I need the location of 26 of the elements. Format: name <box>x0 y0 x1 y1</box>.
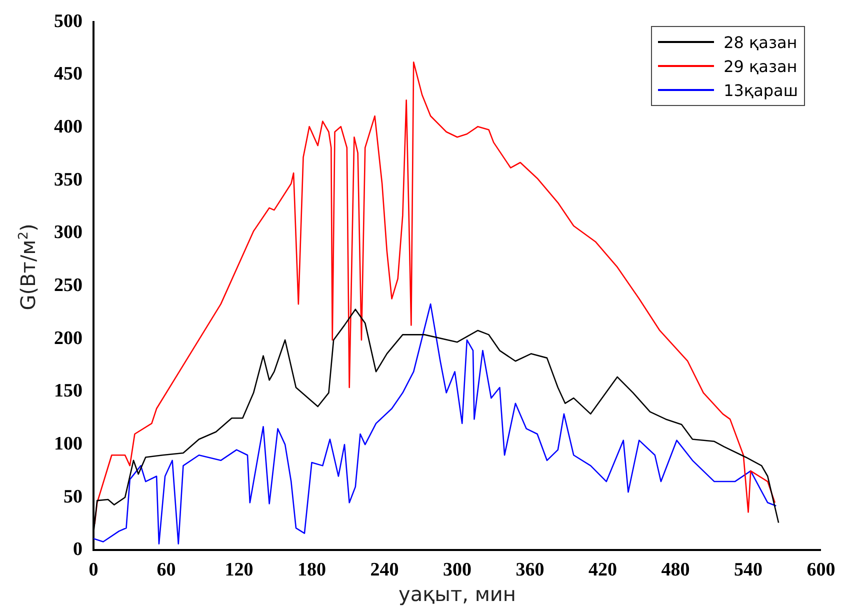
y-tick-label: 150 <box>54 380 82 402</box>
x-axis-title: уақыт, мин <box>398 582 516 606</box>
x-tick-label: 600 <box>806 560 836 581</box>
x-tick-label: 360 <box>516 560 544 581</box>
x-tick-label: 300 <box>443 560 472 581</box>
legend-label: 28 қазан <box>724 32 798 52</box>
x-tick-label: 120 <box>224 560 254 581</box>
x-tick-label: 480 <box>661 560 690 581</box>
x-tick-label: 180 <box>298 560 326 581</box>
y-tick-label: 250 <box>54 275 82 296</box>
y-tick-label: 500 <box>54 10 82 32</box>
y-tick-label: 400 <box>54 116 82 138</box>
y-tick-label: 450 <box>54 64 82 85</box>
y-tick-label: 100 <box>54 433 82 454</box>
x-tick-label: 0 <box>88 560 98 581</box>
y-tick-label: 300 <box>54 222 82 244</box>
legend-label: 13қараш <box>724 80 798 100</box>
x-tick-label: 60 <box>156 560 176 581</box>
y-tick-label: 200 <box>54 328 82 349</box>
legend-label: 29 қазан <box>724 56 798 76</box>
y-tick-label: 0 <box>73 539 82 560</box>
y-tick-label: 350 <box>54 169 82 190</box>
x-tick-label: 540 <box>734 560 762 581</box>
y-tick-label: 50 <box>64 486 82 508</box>
x-tick-label: 240 <box>370 560 399 581</box>
x-tick-label: 420 <box>588 560 617 581</box>
